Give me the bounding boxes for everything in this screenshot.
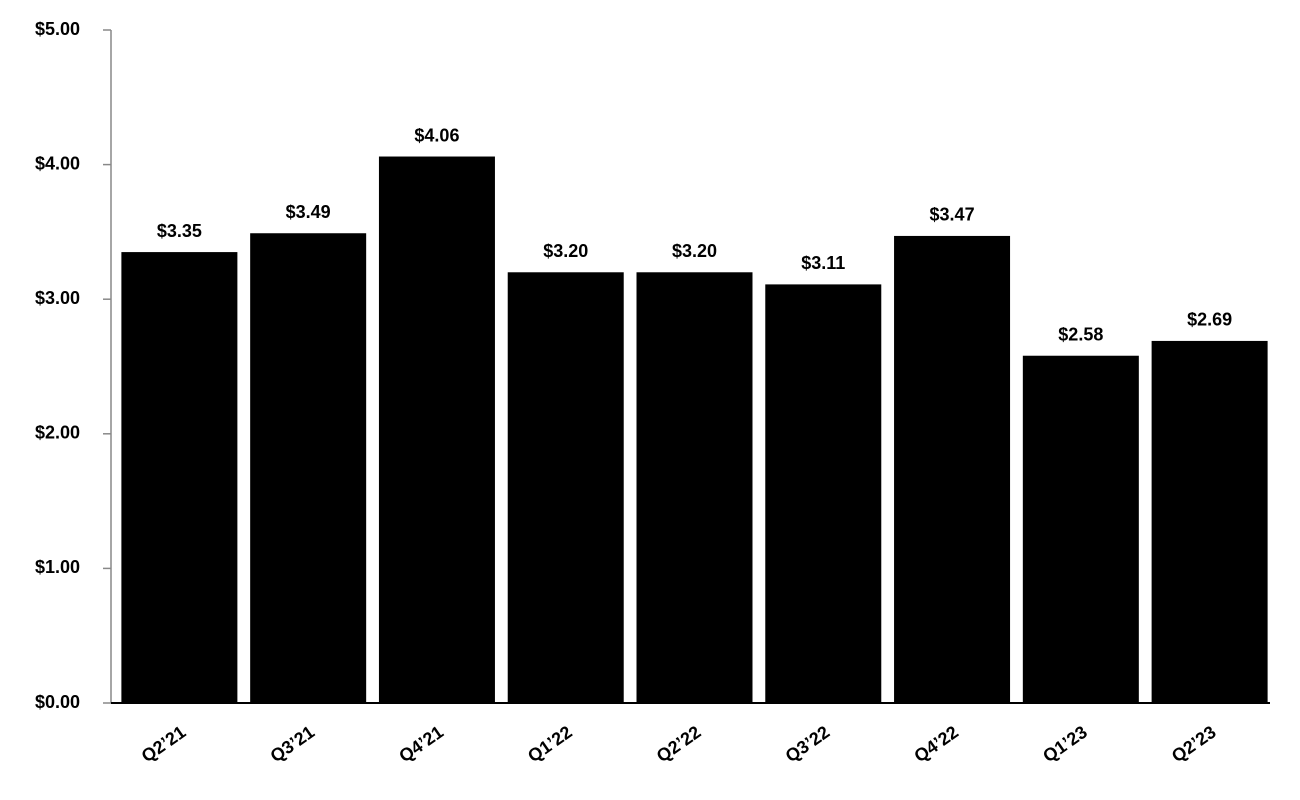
bar [636,272,753,703]
value-label: $2.58 [1058,324,1103,344]
x-tick-label: Q1’23 [1039,722,1091,767]
bar [507,272,624,703]
y-tick-label: $5.00 [35,19,80,39]
bar [765,284,882,703]
value-label: $2.69 [1187,310,1232,330]
x-tick-label: Q1’22 [524,722,576,767]
x-tick-label: Q3’22 [782,722,834,767]
value-label: $4.06 [414,125,459,145]
x-tick-label: Q3’21 [267,722,319,767]
y-tick-label: $2.00 [35,423,80,443]
value-label: $3.11 [801,253,845,273]
y-tick-label: $0.00 [35,692,80,712]
y-tick-label: $3.00 [35,288,80,308]
bar [1022,355,1139,703]
bar [121,252,238,703]
value-label: $3.49 [286,202,331,222]
y-tick-label: $1.00 [35,557,80,577]
x-tick-label: Q4’22 [910,722,962,767]
x-tick-label: Q2’21 [138,722,190,767]
value-label: $3.20 [543,241,588,261]
x-tick-label: Q2’23 [1168,722,1220,767]
bar [1151,340,1268,703]
value-label: $3.35 [157,221,202,241]
bar [894,235,1011,704]
x-tick-label: Q4’21 [395,722,447,767]
value-label: $3.20 [672,241,717,261]
y-tick-label: $4.00 [35,153,80,173]
value-label: $3.47 [930,205,975,225]
bar [378,156,495,704]
x-tick-label: Q2’22 [653,722,705,767]
bar [250,233,367,703]
